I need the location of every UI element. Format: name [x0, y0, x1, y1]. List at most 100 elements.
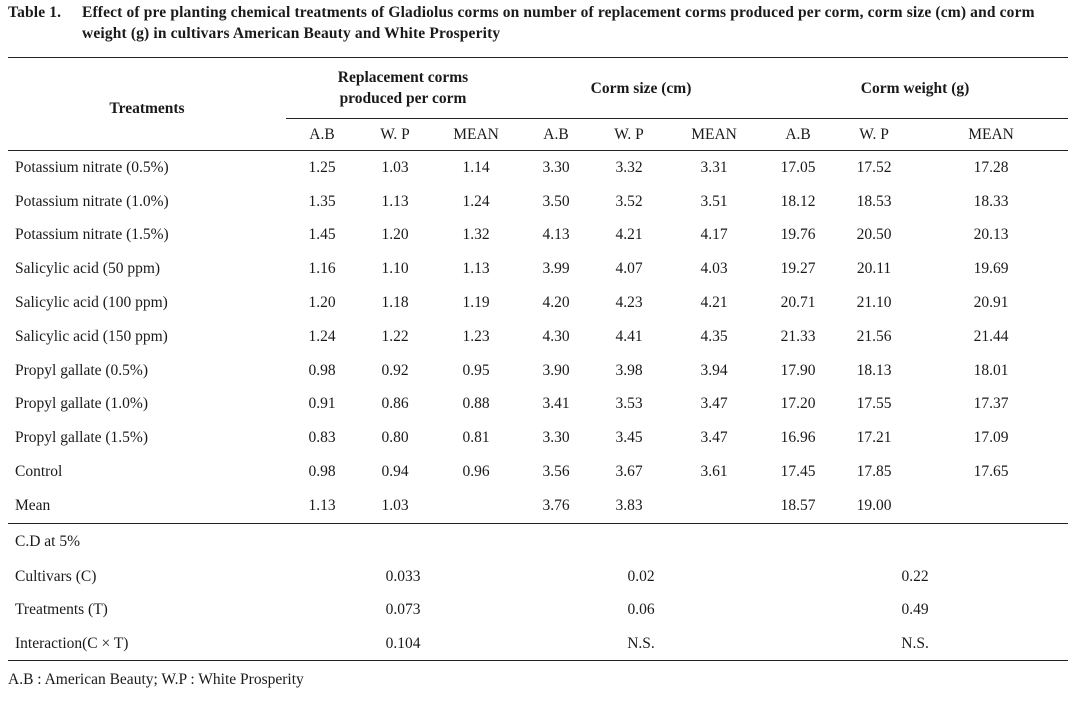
cd-value-cell: N.S. — [520, 626, 763, 662]
table-row: Potassium nitrate (0.5%) 1.25 1.03 1.14 3.30… — [8, 151, 1068, 185]
value-cell: 0.98 — [308, 463, 336, 481]
value-cell: 1.22 — [381, 327, 409, 345]
group-header-corm-weight: Corm weight (g) — [762, 57, 1069, 119]
cd-value-cell: N.S. — [762, 626, 1069, 662]
value-cell: 17.21 — [856, 429, 892, 447]
value-cell: 1.20 — [308, 294, 336, 312]
subcolumn-header: A.B — [762, 118, 835, 151]
table-row: Propyl gallate (1.0%) 0.91 0.86 0.88 3.41 3.5… — [8, 388, 1068, 422]
value-cell: 1.25 — [308, 158, 336, 176]
value-cell: 0.86 — [381, 395, 409, 413]
value-cell: 3.67 — [615, 463, 643, 481]
mean-cell: 1.14 — [462, 158, 490, 176]
value-cell: 4.20 — [542, 294, 570, 312]
value-cell: 17.45 — [780, 463, 816, 481]
value-cell: 1.18 — [381, 294, 409, 312]
mean-cell: 20.13 — [973, 226, 1009, 244]
treatment-name: Control — [15, 463, 63, 481]
value-cell: 17.55 — [856, 395, 892, 413]
cd-row: Cultivars (C) 0.033 0.02 0.22 — [8, 560, 1068, 594]
value-cell: 21.56 — [856, 327, 892, 345]
treatments-header: Treatments — [8, 57, 286, 151]
cd-value-cell: 0.49 — [901, 601, 929, 619]
value-cell: 3.53 — [615, 395, 643, 413]
value-cell: 0.80 — [381, 429, 409, 447]
mean-value-cell — [432, 488, 521, 524]
mean-cell: 17.09 — [973, 429, 1009, 447]
subcolumn-header: W. P — [834, 118, 915, 151]
value-cell: 1.45 — [308, 226, 336, 244]
treatment-name: Salicylic acid (100 ppm) — [15, 294, 168, 312]
value-cell: 17.05 — [780, 158, 816, 176]
value-cell: 21.33 — [780, 327, 816, 345]
mean-value-cell: 19.00 — [834, 488, 915, 524]
group1-line1: Replacement corms — [337, 69, 469, 86]
table-row: Control 0.98 0.94 0.96 3.56 3.67 3.61 17.45 17.8… — [8, 455, 1068, 489]
mean-row: Mean 1.13 1.03 3.76 3.83 18.57 19.00 — [8, 488, 1069, 524]
value-cell: 4.07 — [615, 260, 643, 278]
value-cell: 21.10 — [856, 294, 892, 312]
mean-cell: 3.47 — [700, 429, 728, 447]
mean-value-cell: 3.76 — [520, 488, 593, 524]
value-cell: 17.90 — [780, 361, 816, 379]
mean-value-cell: 18.57 — [762, 488, 835, 524]
mean-cell: 21.44 — [973, 327, 1009, 345]
mean-cell: 0.81 — [462, 429, 490, 447]
value-cell: 3.30 — [542, 158, 570, 176]
value-cell: 20.71 — [780, 294, 816, 312]
cd-value-cell: 0.073 — [385, 601, 421, 619]
value-cell: 0.94 — [381, 463, 409, 481]
value-cell: 4.41 — [615, 327, 643, 345]
mean-value-cell: 1.03 — [358, 488, 432, 524]
value-cell: 0.83 — [308, 429, 336, 447]
table-caption: Table 1. Effect of pre planting chemical… — [8, 2, 1074, 44]
mean-value-cell — [914, 488, 1069, 524]
cd-row: Treatments (T) 0.073 0.06 0.49 — [8, 593, 1068, 627]
table-row: Salicylic acid (50 ppm) 1.16 1.10 1.13 3.99 4… — [8, 252, 1068, 286]
mean-value-cell: 3.83 — [592, 488, 667, 524]
table-title: Effect of pre planting chemical treatmen… — [82, 4, 1035, 42]
mean-cell: 3.94 — [700, 361, 728, 379]
subcolumn-header: A.B — [520, 118, 593, 151]
value-cell: 3.52 — [615, 192, 643, 210]
mean-cell: 4.03 — [700, 260, 728, 278]
cd-value-cell: 0.02 — [627, 567, 655, 585]
footnote: A.B : American Beauty; W.P : White Prosp… — [8, 671, 304, 688]
value-cell: 19.27 — [780, 260, 816, 278]
header-row-groups: Treatments Replacement corms produced per … — [8, 57, 1069, 151]
value-cell: 16.96 — [780, 429, 816, 447]
value-cell: 19.76 — [780, 226, 816, 244]
value-cell: 0.98 — [308, 361, 336, 379]
mean-cell: 1.19 — [462, 294, 490, 312]
value-cell: 1.20 — [381, 226, 409, 244]
subcolumn-header: W. P — [358, 118, 432, 151]
value-cell: 3.50 — [542, 192, 570, 210]
table-row: Salicylic acid (100 ppm) 1.20 1.18 1.19 4.20… — [8, 286, 1068, 320]
table-row: Potassium nitrate (1.5%) 1.45 1.20 1.32 4.13… — [8, 219, 1068, 253]
mean-cell: 1.13 — [462, 260, 490, 278]
treatment-name: Potassium nitrate (0.5%) — [15, 158, 169, 176]
value-cell: 1.24 — [308, 327, 336, 345]
value-cell: 18.53 — [856, 192, 892, 210]
value-cell: 17.20 — [780, 395, 816, 413]
results-table: Treatments Replacement corms produced per … — [8, 57, 1069, 662]
mean-value-cell: 1.13 — [286, 488, 358, 524]
group1-line2: produced per corm — [339, 90, 467, 107]
mean-cell: 3.47 — [700, 395, 728, 413]
cd-factor-name: Interaction(C × T) — [8, 626, 286, 662]
value-cell: 17.52 — [856, 158, 892, 176]
mean-cell: 19.69 — [973, 260, 1009, 278]
value-cell: 4.21 — [615, 226, 643, 244]
value-cell: 3.99 — [542, 260, 570, 278]
mean-cell: 18.01 — [973, 361, 1009, 379]
mean-cell: 20.91 — [973, 294, 1009, 312]
value-cell: 4.30 — [542, 327, 570, 345]
subcolumn-header: MEAN — [914, 118, 1069, 151]
table-row: Salicylic acid (150 ppm) 1.24 1.22 1.23 4.30… — [8, 320, 1068, 354]
value-cell: 3.30 — [542, 429, 570, 447]
table-row: Propyl gallate (1.5%) 0.83 0.80 0.81 3.30 3.4… — [8, 421, 1068, 455]
value-cell: 3.45 — [615, 429, 643, 447]
value-cell: 17.85 — [856, 463, 892, 481]
mean-cell: 4.21 — [700, 294, 728, 312]
value-cell: 3.32 — [615, 158, 643, 176]
